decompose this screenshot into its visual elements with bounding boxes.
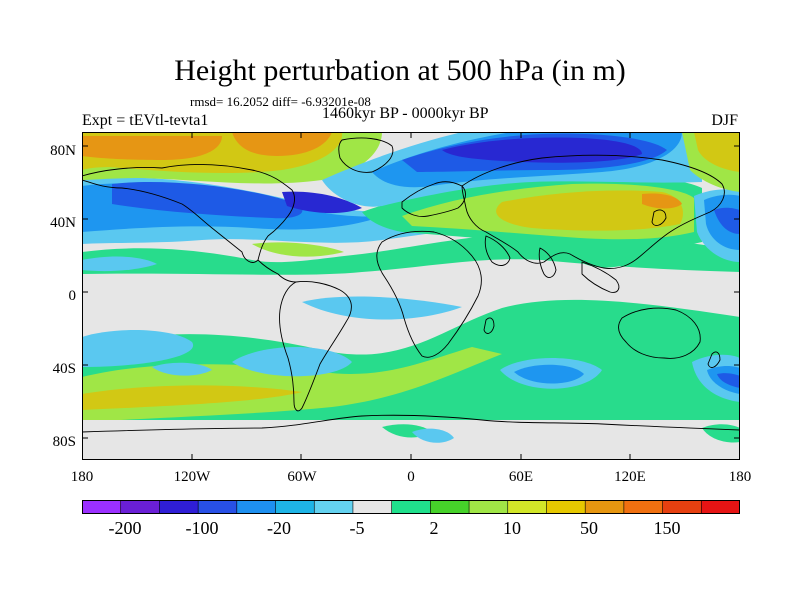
lat-tick-label: 40S [52,361,76,377]
map-title: Height perturbation at 500 hPa (in m) [174,54,626,87]
map-region [232,347,352,377]
coastline-south-america [279,281,352,412]
coastline-southeast-asia [581,261,620,293]
map-region [302,296,462,320]
colorbar-cell [507,500,548,514]
map-region [82,330,194,367]
colorbar-frame [82,500,740,514]
colorbar-cell [430,500,470,514]
map-region [252,242,344,257]
lon-tick-label: 60W [287,469,317,485]
coastline-asia [461,154,725,269]
map-region [232,132,332,156]
colorbar-cell [82,500,122,514]
lat-tick-label: 80S [52,434,76,450]
lon-tick-label: 180 [70,469,94,485]
colorbar-cell [236,500,277,514]
lat-tick-label: 40N [50,215,76,231]
lon-tick-label: 120E [614,469,646,485]
map-region [412,428,454,443]
stats-label: rmsd= 16.2052 diff= -6.93201e-08 [190,94,371,109]
lat-tick-label: 0 [68,288,77,304]
season-label: DJF [711,112,738,129]
map-region [82,136,222,160]
colorbar-cell [546,500,586,514]
map-region [282,191,362,214]
coastline-new-zealand [707,351,721,368]
colorbar-label: 150 [653,518,681,538]
map-region [714,207,740,234]
coastline-india [538,247,557,278]
colorbar-label: -5 [349,518,365,538]
coastline-north-america [82,163,295,263]
colorbar-cell [391,500,432,514]
coastline-africa [376,230,482,358]
coastline-antarctica [82,414,740,433]
colorbar-label: 50 [580,518,598,538]
colorbar-cell [662,500,703,514]
map-region [496,190,683,231]
colorbar-cell [623,500,664,514]
coastline-greenland [338,137,394,173]
map-region [694,132,740,172]
colorbar-cell [584,500,625,514]
coastline-australia [618,307,701,359]
lon-tick-label: 0 [407,469,415,485]
colorbar-label: -200 [108,518,142,538]
coastlines [82,137,740,433]
coastline-arabia [484,235,511,266]
colorbar-label: -20 [267,518,291,538]
coastline-madagascar [483,317,495,334]
map-region [514,364,584,384]
lat-tick-label: 80N [50,143,76,159]
map-region [152,362,212,376]
map-region [717,373,740,388]
colorbar-cell [352,500,393,514]
colorbar-label: 2 [429,518,439,538]
colorbar-cell [275,500,315,514]
map-region [442,137,642,163]
colorbar-cell [120,500,161,514]
lon-tick-label: 60E [508,469,534,485]
colorbar-cell [700,500,740,514]
map-ticks [82,132,740,460]
lon-tick-label: 180 [728,469,752,485]
lon-tick-label: 120W [173,469,211,485]
map-region [82,385,302,410]
colorbar-cell [313,500,354,514]
colorbar-label: 10 [503,518,521,538]
map-region [112,182,303,219]
coastline-europe [401,181,466,217]
colorbar-label: -100 [185,518,219,538]
map-region [82,256,157,272]
map-region [642,193,682,209]
experiment-label: Expt = tEVtl-tevta1 [82,112,209,129]
colorbar-cell [468,500,509,514]
colorbar-cell [159,500,199,514]
period-label: 1460kyr BP - 0000kyr BP [322,105,489,122]
colorbar [82,500,740,514]
height-perturbation-map [82,132,740,460]
coastline-central-america [257,259,297,283]
colorbar-cell [197,500,238,514]
coastline-japan [651,209,667,226]
